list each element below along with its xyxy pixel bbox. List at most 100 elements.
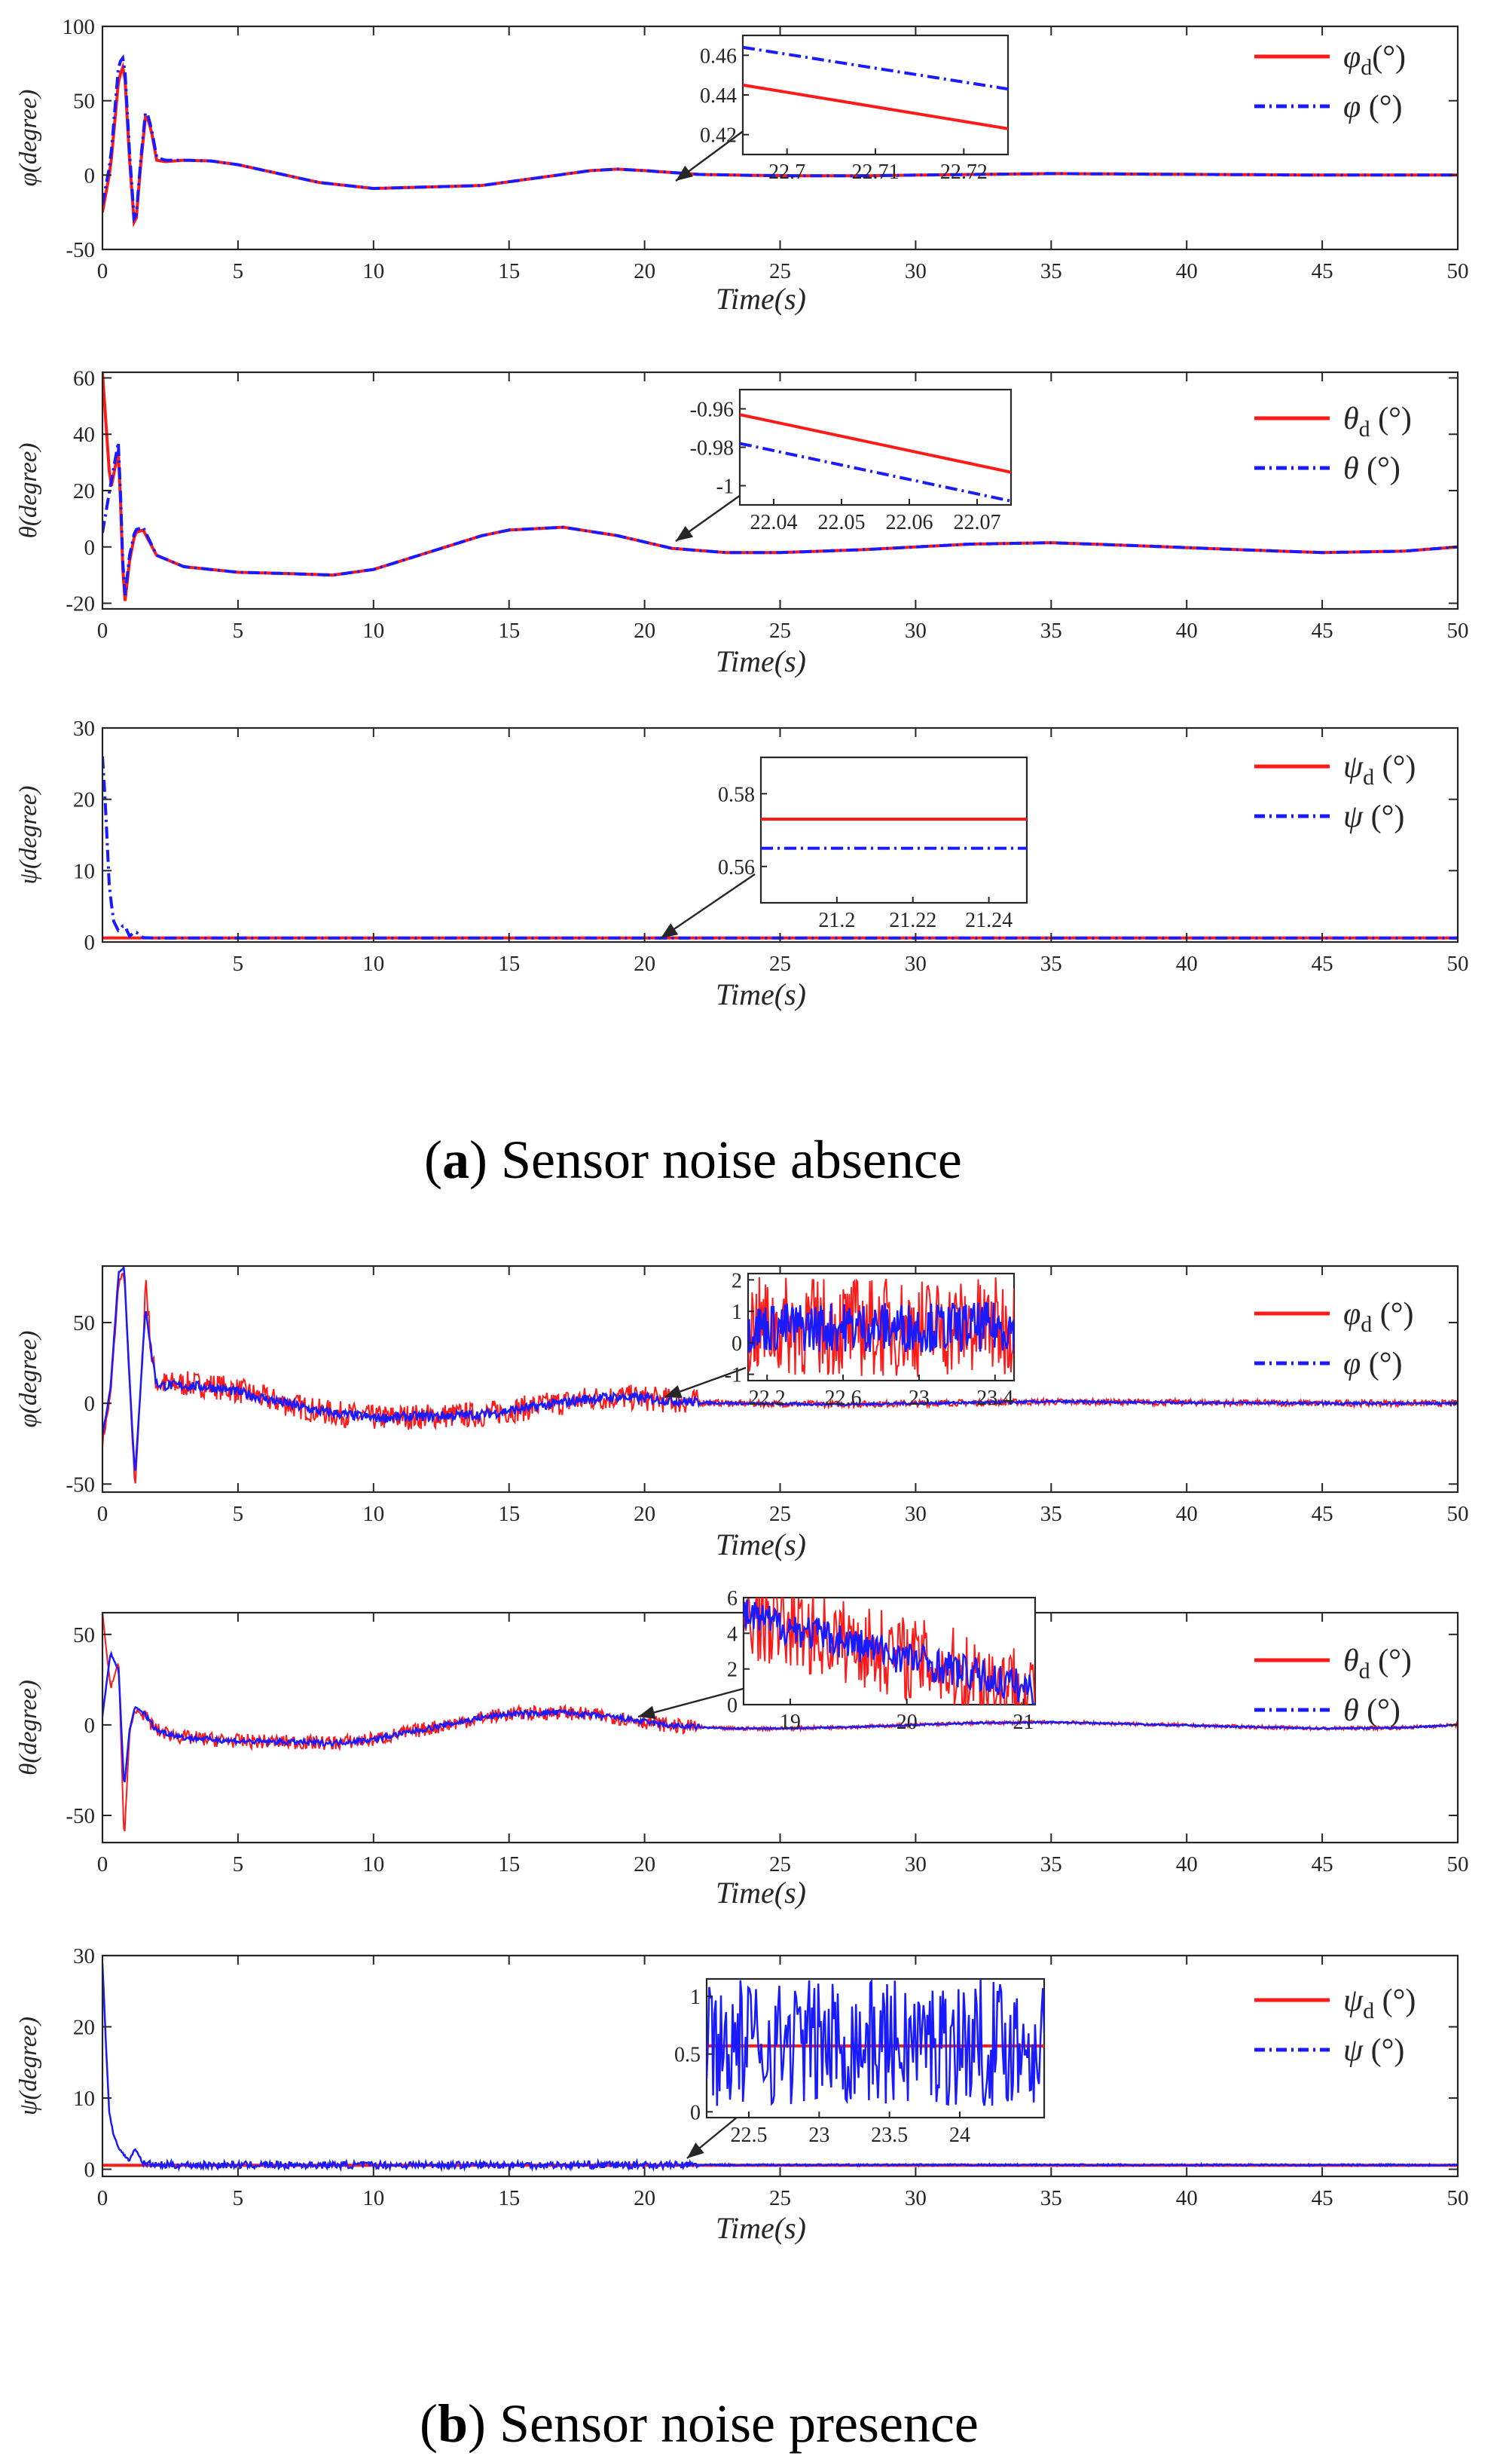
legend-subscript: d xyxy=(1359,417,1370,442)
x-tick-label: 40 xyxy=(1176,259,1198,283)
y-tick-label: 10 xyxy=(73,2087,95,2111)
x-tick-label: 35 xyxy=(1040,1852,1062,1876)
legend-unit: (°) xyxy=(1370,402,1412,436)
inset-y-tick-label: -1 xyxy=(725,1364,742,1387)
x-tick-label: 15 xyxy=(498,2186,520,2210)
x-tick-label: 45 xyxy=(1312,259,1333,283)
legend-unit: (°) xyxy=(1370,1644,1412,1678)
legend-label-1: φ (°) xyxy=(1343,90,1403,124)
legend-unit: (°) xyxy=(1372,40,1406,75)
inset-background xyxy=(759,756,1028,904)
caption-a: (a) Sensor noise absence xyxy=(424,1130,962,1190)
x-tick-label: 25 xyxy=(769,1852,791,1876)
inset-y-tick-label: 0 xyxy=(690,2101,701,2124)
x-tick-label: 5 xyxy=(233,619,244,643)
inset-x-tick-label: 22.07 xyxy=(954,511,1001,534)
panel-a-psi: 5 10 15 20 25 30 35 40 45 50 30 20 10 0 Time(s) ψ(degre… xyxy=(15,717,1469,1011)
x-tick-label: 50 xyxy=(1447,2186,1469,2210)
legend-unit: (°) xyxy=(1374,1983,1416,2018)
inset-x-tick-label: 20 xyxy=(897,1711,918,1734)
x-tick-label: 30 xyxy=(905,619,927,643)
legend-label-0: ψd (°) xyxy=(1343,1983,1416,2023)
legend-unit: (°) xyxy=(1361,1347,1402,1381)
x-axis-label: Time(s) xyxy=(716,644,806,678)
inset-y-tick-label: -0.98 xyxy=(690,437,734,460)
x-tick-label: 15 xyxy=(498,1502,520,1526)
x-axis-label: Time(s) xyxy=(716,282,806,316)
inset-x-tick-label: 22.04 xyxy=(750,511,798,534)
series-group xyxy=(102,1266,1458,1484)
x-tick-label: 25 xyxy=(769,2186,791,2210)
zoom-arrow xyxy=(675,491,747,542)
inset-x-tick-label: 22.6 xyxy=(825,1387,862,1410)
inset-y-tick-label: 1 xyxy=(732,1301,742,1324)
inset: 22.04 22.05 22.06 22.07 -0.96 -0.98 -1 xyxy=(690,388,1013,534)
caption-a-text: Sensor noise absence xyxy=(487,1130,962,1190)
x-tick-label: 15 xyxy=(498,259,520,283)
x-tick-label: 45 xyxy=(1312,1502,1333,1526)
x-axis-label: Time(s) xyxy=(716,1528,806,1561)
inset-y-tick-label: 0.5 xyxy=(674,2044,701,2067)
legend-unit: (°) xyxy=(1372,1297,1413,1332)
x-tick-label: 10 xyxy=(362,1502,384,1526)
inset-actual xyxy=(743,45,1008,91)
y-tick-label: 60 xyxy=(73,366,95,390)
x-tick-label: 0 xyxy=(97,259,108,283)
y-axis-label: θ(degree) xyxy=(15,443,42,539)
legend-subscript: d xyxy=(1359,1659,1370,1684)
x-tick-label: 40 xyxy=(1176,1502,1198,1526)
inset-y-tick-label: 0.46 xyxy=(700,44,737,68)
y-axis-label: ψ(degree) xyxy=(15,785,42,884)
zoom-arrow xyxy=(664,1366,747,1399)
series-line-1 xyxy=(102,1650,1458,1783)
inset-series xyxy=(744,1598,1035,1705)
inset-series xyxy=(761,818,1027,850)
y-tick-label: 0 xyxy=(84,536,96,560)
x-tick-label: 30 xyxy=(905,2186,927,2210)
y-tick-label: 0 xyxy=(84,1392,96,1416)
y-tick-label: 0 xyxy=(84,1714,96,1738)
inset-x-tick-label: 19 xyxy=(780,1711,801,1734)
arrow-head xyxy=(664,1385,683,1398)
x-tick-label: 5 xyxy=(233,2186,244,2210)
legend-label-0: θd (°) xyxy=(1343,402,1412,442)
inset-x-tick-label: 23.5 xyxy=(871,2124,908,2147)
legend: ψd (°) ψ (°) xyxy=(1254,1983,1416,2068)
inset: 22.7 22.71 22.72 0.46 0.44 0.42 xyxy=(700,34,1010,184)
x-tick-label: 40 xyxy=(1176,952,1198,976)
x-tick-label: 10 xyxy=(362,952,384,976)
y-tick-label: 0 xyxy=(84,2158,96,2182)
y-tick-label: -20 xyxy=(66,592,95,616)
inset-y-tick-label: 2 xyxy=(732,1269,742,1292)
x-tick-label: 40 xyxy=(1176,619,1198,643)
x-tick-label: 5 xyxy=(233,1502,244,1526)
x-tick-label: 20 xyxy=(634,952,655,976)
x-axis-label: Time(s) xyxy=(716,2211,806,2245)
inset-y-tick-label: 1 xyxy=(690,1986,701,2009)
x-tick-label: 20 xyxy=(634,1852,655,1876)
inset-actual xyxy=(707,1979,1044,2106)
inset: 22.2 22.6 23 23.4 2 1 0 -1 xyxy=(725,1269,1016,1410)
legend-unit: (°) xyxy=(1363,800,1404,834)
x-tick-label: 20 xyxy=(634,259,655,283)
x-tick-label: 25 xyxy=(769,619,791,643)
x-tick-label: 35 xyxy=(1040,1502,1062,1526)
arrow-head xyxy=(661,923,679,938)
arrow-line xyxy=(637,1687,747,1718)
x-tick-label: 50 xyxy=(1447,952,1469,976)
panel-b-theta: 0 5 10 15 20 25 30 35 40 45 50500-50Time(s)θ(degre… xyxy=(15,1587,1469,1910)
x-tick-label: 25 xyxy=(769,259,791,283)
x-tick-label: 30 xyxy=(905,259,927,283)
series-line-1 xyxy=(102,1266,1458,1471)
x-tick-label: 20 xyxy=(634,619,655,643)
y-axis-label: φ(degree) xyxy=(15,1331,42,1428)
y-axis-label: φ(degree) xyxy=(15,90,42,187)
y-axis-label: ψ(degree) xyxy=(15,2017,42,2115)
zoom-arrow xyxy=(675,123,754,182)
zoom-arrow xyxy=(660,873,756,939)
inset-x-tick-label: 22.7 xyxy=(768,161,805,184)
y-axis-label: θ(degree) xyxy=(15,1680,42,1775)
x-tick-label: 20 xyxy=(634,2186,655,2210)
arrow-line xyxy=(660,873,756,939)
